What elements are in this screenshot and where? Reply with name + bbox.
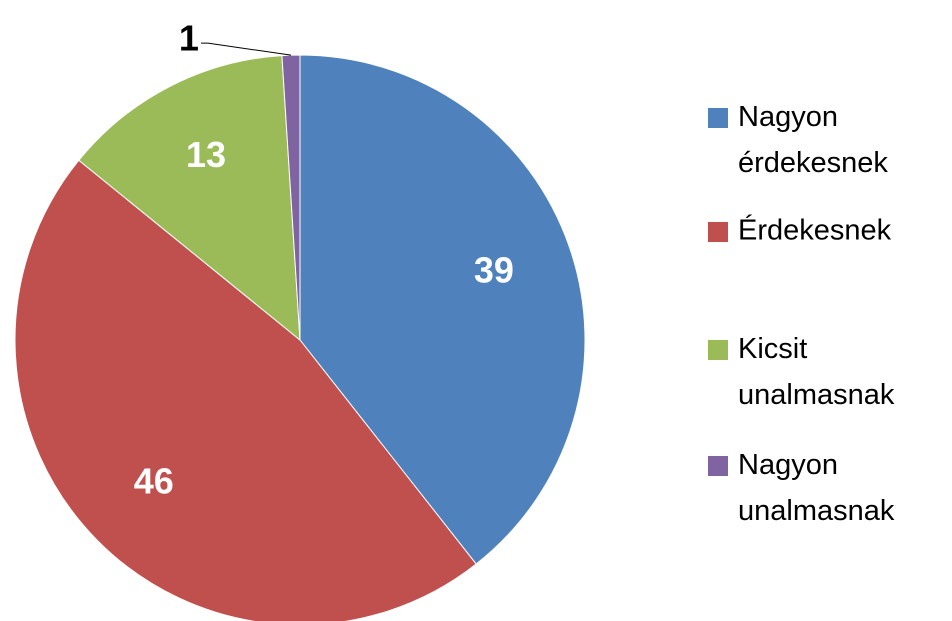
pie-slice — [78, 55, 301, 342]
legend-swatch — [708, 340, 728, 360]
pie-slice — [14, 159, 477, 621]
legend-label: Nagyon unalmasnak — [738, 449, 895, 527]
data-label: 39 — [474, 249, 514, 290]
pie-slice — [299, 54, 586, 565]
data-label: 1 — [179, 18, 199, 59]
data-label: 13 — [186, 134, 226, 175]
legend-swatch — [708, 108, 728, 128]
legend-swatch — [708, 222, 728, 242]
legend-label: Kicsit unalmasnak — [738, 333, 895, 411]
data-label: 46 — [134, 460, 174, 501]
leader-line — [200, 42, 292, 56]
legend-label: Nagyon érdekesnek — [738, 101, 888, 179]
legend-swatch — [708, 456, 728, 476]
legend-label: Érdekesnek — [738, 214, 892, 247]
